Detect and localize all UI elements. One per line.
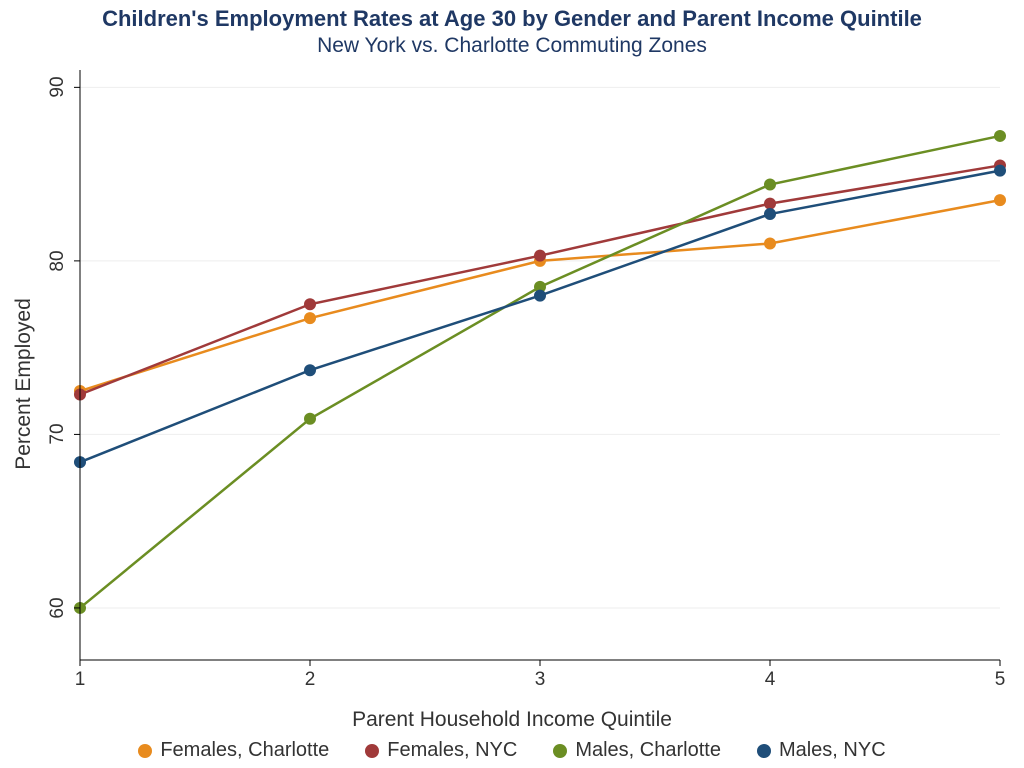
series-marker	[304, 364, 316, 376]
series-marker	[764, 208, 776, 220]
series-marker	[994, 165, 1006, 177]
legend-label: Females, Charlotte	[160, 739, 329, 762]
series-marker	[304, 312, 316, 324]
series-line	[80, 136, 1000, 608]
legend-label: Females, NYC	[387, 739, 517, 762]
y-tick-label: 90	[47, 77, 69, 98]
legend: Females, Charlotte Females, NYC Males, Cha…	[0, 739, 1024, 762]
series-marker	[534, 290, 546, 302]
legend-marker-icon	[757, 744, 771, 758]
x-tick-label: 1	[75, 669, 86, 691]
legend-marker-icon	[138, 744, 152, 758]
legend-marker-icon	[365, 744, 379, 758]
legend-label: Males, NYC	[779, 739, 886, 762]
y-tick-label: 80	[47, 250, 69, 271]
y-tick-label: 70	[47, 424, 69, 445]
y-tick-label: 60	[47, 597, 69, 618]
y-axis-label: Percent Employed	[12, 298, 36, 470]
series-marker	[994, 194, 1006, 206]
chart-title: Children's Employment Rates at Age 30 by…	[0, 6, 1024, 32]
series-marker	[534, 250, 546, 262]
x-axis-label: Parent Household Income Quintile	[0, 708, 1024, 732]
x-tick-label: 2	[305, 669, 316, 691]
legend-item: Females, NYC	[365, 739, 517, 762]
series-line	[80, 171, 1000, 463]
series-line	[80, 165, 1000, 394]
chart-subtitle: New York vs. Charlotte Commuting Zones	[0, 34, 1024, 58]
x-tick-label: 4	[765, 669, 776, 691]
chart-container: Children's Employment Rates at Age 30 by…	[0, 0, 1024, 768]
series-marker	[994, 130, 1006, 142]
legend-marker-icon	[553, 744, 567, 758]
x-tick-label: 5	[995, 669, 1006, 691]
legend-item: Males, Charlotte	[553, 739, 721, 762]
x-tick-label: 3	[535, 669, 546, 691]
legend-item: Males, NYC	[757, 739, 886, 762]
chart-svg	[0, 0, 1024, 768]
series-marker	[764, 198, 776, 210]
series-marker	[304, 413, 316, 425]
series-marker	[304, 298, 316, 310]
series-marker	[764, 238, 776, 250]
legend-label: Males, Charlotte	[575, 739, 721, 762]
series-marker	[764, 179, 776, 191]
legend-item: Females, Charlotte	[138, 739, 329, 762]
